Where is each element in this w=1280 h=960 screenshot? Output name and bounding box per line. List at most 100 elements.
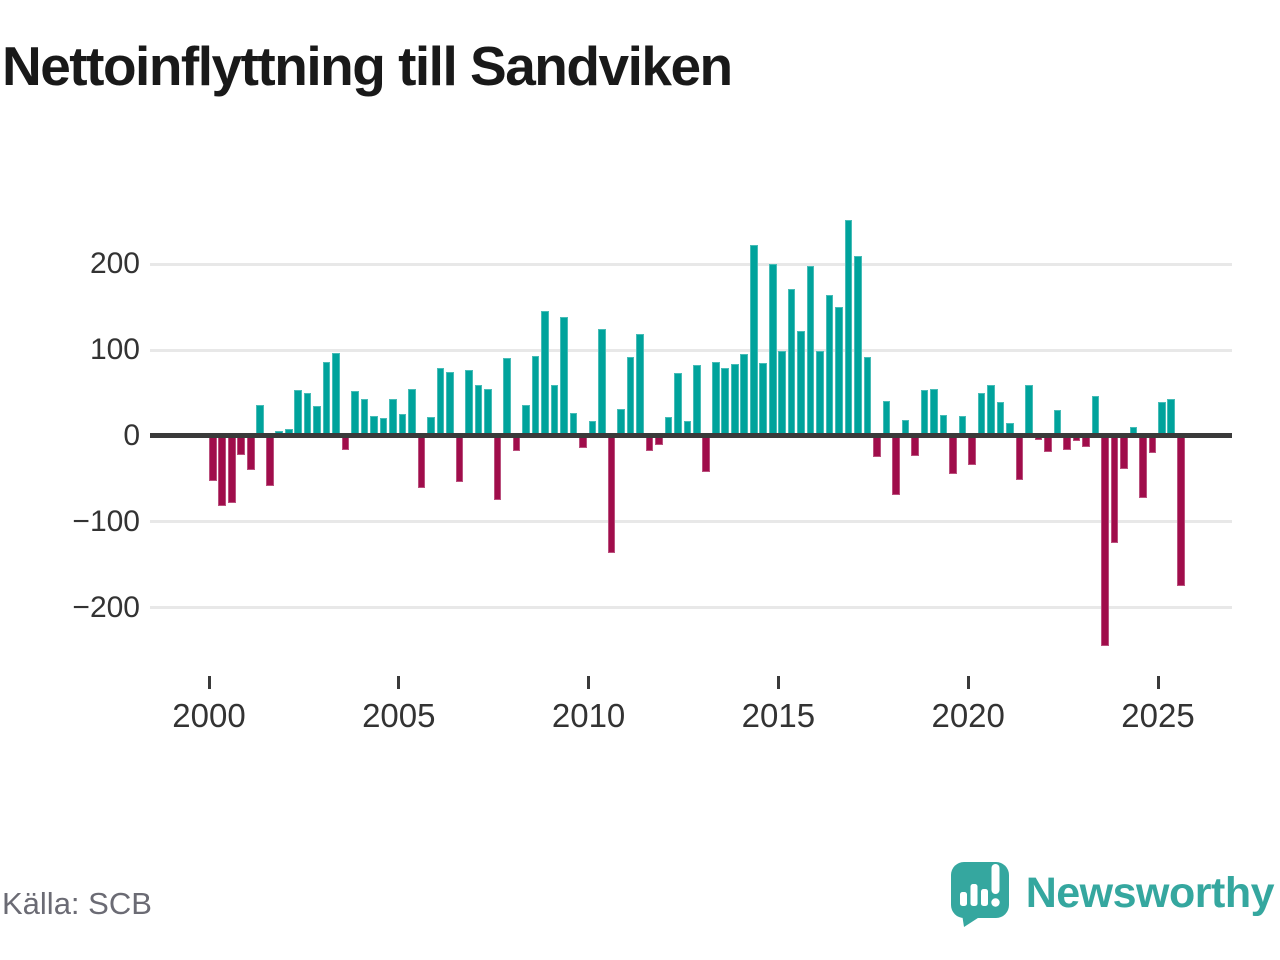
bar-positive <box>901 419 910 436</box>
bar-negative <box>645 436 654 451</box>
bar-positive <box>303 393 312 436</box>
bar-positive <box>1167 399 1176 436</box>
bar-positive <box>683 421 692 436</box>
y-axis-tick-label: 0 <box>123 419 140 452</box>
bar-negative <box>1015 436 1024 480</box>
zero-axis-line <box>150 433 1232 438</box>
bar-negative <box>1101 436 1109 647</box>
bar-positive <box>322 362 331 436</box>
bar-negative <box>218 436 227 507</box>
newsworthy-logo-icon <box>950 862 1009 927</box>
bar-positive <box>351 391 359 436</box>
bar-negative <box>1176 436 1185 587</box>
bar-positive <box>560 317 568 436</box>
bar-positive <box>882 400 891 436</box>
bar-positive <box>816 350 824 436</box>
bar-positive <box>294 390 302 436</box>
bar-positive <box>977 393 986 436</box>
bar-negative <box>1139 436 1147 498</box>
bar-positive <box>398 413 407 436</box>
bar-positive <box>617 409 625 436</box>
bar-positive <box>721 368 730 436</box>
bar-negative <box>512 436 521 451</box>
x-axis-tick-label: 2020 <box>931 697 1005 734</box>
bar-positive <box>474 385 483 436</box>
bar-positive <box>446 372 454 436</box>
bar-positive <box>313 405 321 436</box>
bar-positive <box>863 356 872 436</box>
bar-negative <box>417 436 426 488</box>
bar-positive <box>730 363 739 436</box>
bar-negative <box>341 436 350 450</box>
bar-positive <box>674 373 682 436</box>
x-axis-tick <box>587 676 591 689</box>
bar-negative <box>455 436 464 483</box>
y-gridline <box>150 520 1232 524</box>
x-axis-tick <box>776 676 780 689</box>
bar-positive <box>711 362 720 436</box>
x-axis-tick <box>1156 676 1160 689</box>
bar-positive <box>626 356 635 436</box>
bar-positive <box>930 388 938 436</box>
bar-positive <box>759 362 767 436</box>
bar-positive <box>996 402 1005 436</box>
bar-positive <box>844 219 853 436</box>
y-gridline <box>150 348 1232 352</box>
bar-positive <box>692 364 701 436</box>
bar-positive <box>541 311 549 436</box>
x-axis-tick <box>397 676 401 689</box>
bar-positive <box>1158 402 1166 436</box>
bar-positive <box>664 417 673 436</box>
bar-positive <box>436 368 445 436</box>
bar-positive <box>332 352 340 436</box>
chart-title: Nettoinflyttning till Sandviken <box>2 35 733 97</box>
bar-positive <box>920 390 929 436</box>
bar-positive <box>787 289 796 436</box>
bar-positive <box>797 331 805 436</box>
x-axis-tick-label: 2005 <box>362 697 436 734</box>
bar-negative <box>227 436 236 503</box>
bar-negative <box>607 436 616 553</box>
bar-negative <box>1120 436 1128 469</box>
y-axis-tick-label: −100 <box>72 504 140 538</box>
bar-positive <box>854 256 862 436</box>
bar-positive <box>768 264 777 436</box>
y-axis-tick-label: 100 <box>89 333 140 367</box>
x-axis-tick-label: 2025 <box>1121 697 1195 734</box>
bar-negative <box>237 436 246 455</box>
bar-positive <box>360 399 369 436</box>
bar-negative <box>1110 436 1119 544</box>
bar-positive <box>284 429 293 436</box>
bar-positive <box>531 356 540 436</box>
bar-positive <box>598 329 606 436</box>
bar-positive <box>427 417 435 436</box>
bar-positive <box>835 307 843 436</box>
bar-positive <box>256 405 265 436</box>
bar-negative <box>246 436 255 471</box>
bar-positive <box>389 399 397 436</box>
bar-negative <box>702 436 711 473</box>
bar-positive <box>1129 426 1138 436</box>
x-axis-tick-label: 2010 <box>551 697 626 734</box>
x-axis-tick-label: 2015 <box>741 697 816 734</box>
bar-negative <box>968 436 976 466</box>
bar-positive <box>370 416 378 436</box>
bar-negative <box>655 436 663 445</box>
bar-negative <box>209 436 217 481</box>
newsworthy-wordmark: Newsworthy <box>1025 869 1275 917</box>
y-axis-tick-label: −200 <box>72 590 140 624</box>
bar-positive <box>522 405 530 436</box>
bar-positive <box>465 369 473 436</box>
bar-negative <box>1044 436 1052 453</box>
x-axis-tick <box>207 676 211 689</box>
bar-positive <box>825 295 834 436</box>
bar-negative <box>579 436 587 449</box>
bar-negative <box>265 436 274 486</box>
bar-negative <box>1148 436 1157 454</box>
y-gridline <box>150 606 1232 610</box>
bar-negative <box>892 436 900 496</box>
bar-positive <box>939 414 948 436</box>
bar-negative <box>1034 436 1043 441</box>
